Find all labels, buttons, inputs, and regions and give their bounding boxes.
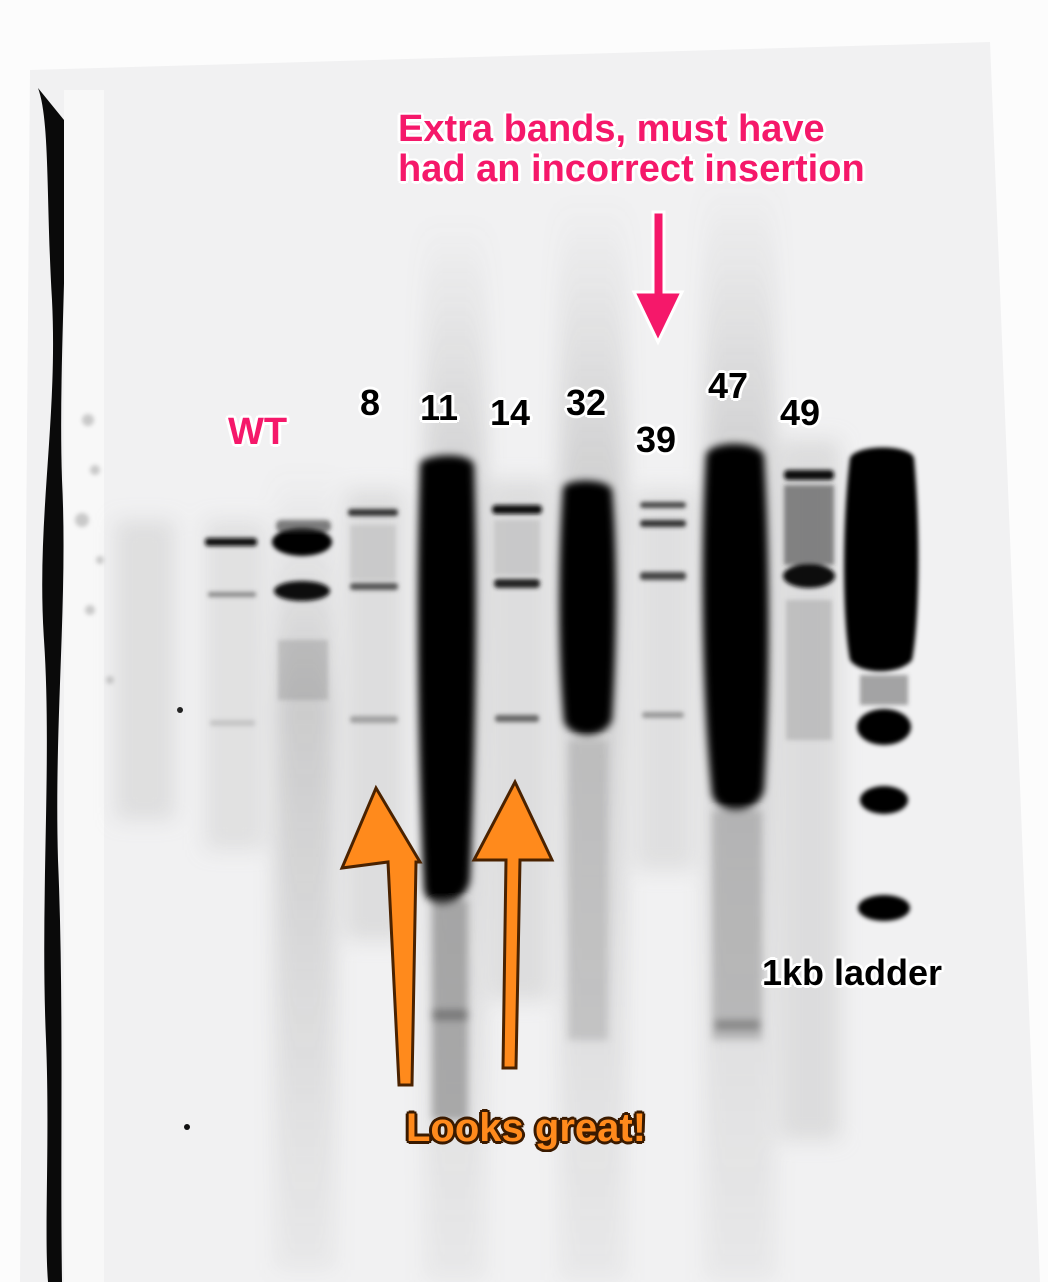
- lane-label-8: 8: [360, 382, 381, 423]
- lane-2-bands: [272, 520, 332, 700]
- annotation-extra-bands-line2: had an incorrect insertion: [398, 147, 865, 190]
- lane-11-smear: [417, 455, 476, 1120]
- lane-8-bands: [348, 509, 398, 723]
- lane-49-bands: [783, 470, 835, 740]
- ladder-bands: [844, 447, 919, 921]
- lane-label-49: 49: [780, 392, 821, 433]
- lane-label-39: 39: [636, 419, 677, 460]
- up-arrow-icon: [339, 778, 555, 1087]
- lane-label-32: 32: [566, 382, 607, 423]
- membrane-left-edge: [38, 88, 66, 1282]
- down-arrow-icon: [631, 210, 685, 346]
- lane-39-bands: [640, 502, 686, 718]
- annotation-extra-bands: Extra bands, must have had an incorrect …: [398, 108, 865, 190]
- lane-wt-bands: [205, 538, 257, 726]
- lane-14-bands: [492, 505, 542, 722]
- annotation-extra-bands-line1: Extra bands, must have: [398, 108, 825, 150]
- lane-label-14: 14: [490, 392, 531, 433]
- lane-label-47: 47: [708, 365, 749, 406]
- annotation-looks-great: Looks great!: [406, 1106, 647, 1150]
- lane-32-smear: [559, 480, 616, 1040]
- lane-47-smear: [702, 443, 769, 1040]
- lane-label-ladder: 1kb ladder: [762, 952, 943, 993]
- lane-label-wt: WT: [228, 411, 288, 453]
- membrane-speckle: [75, 414, 114, 684]
- lane-label-11: 11: [420, 387, 459, 428]
